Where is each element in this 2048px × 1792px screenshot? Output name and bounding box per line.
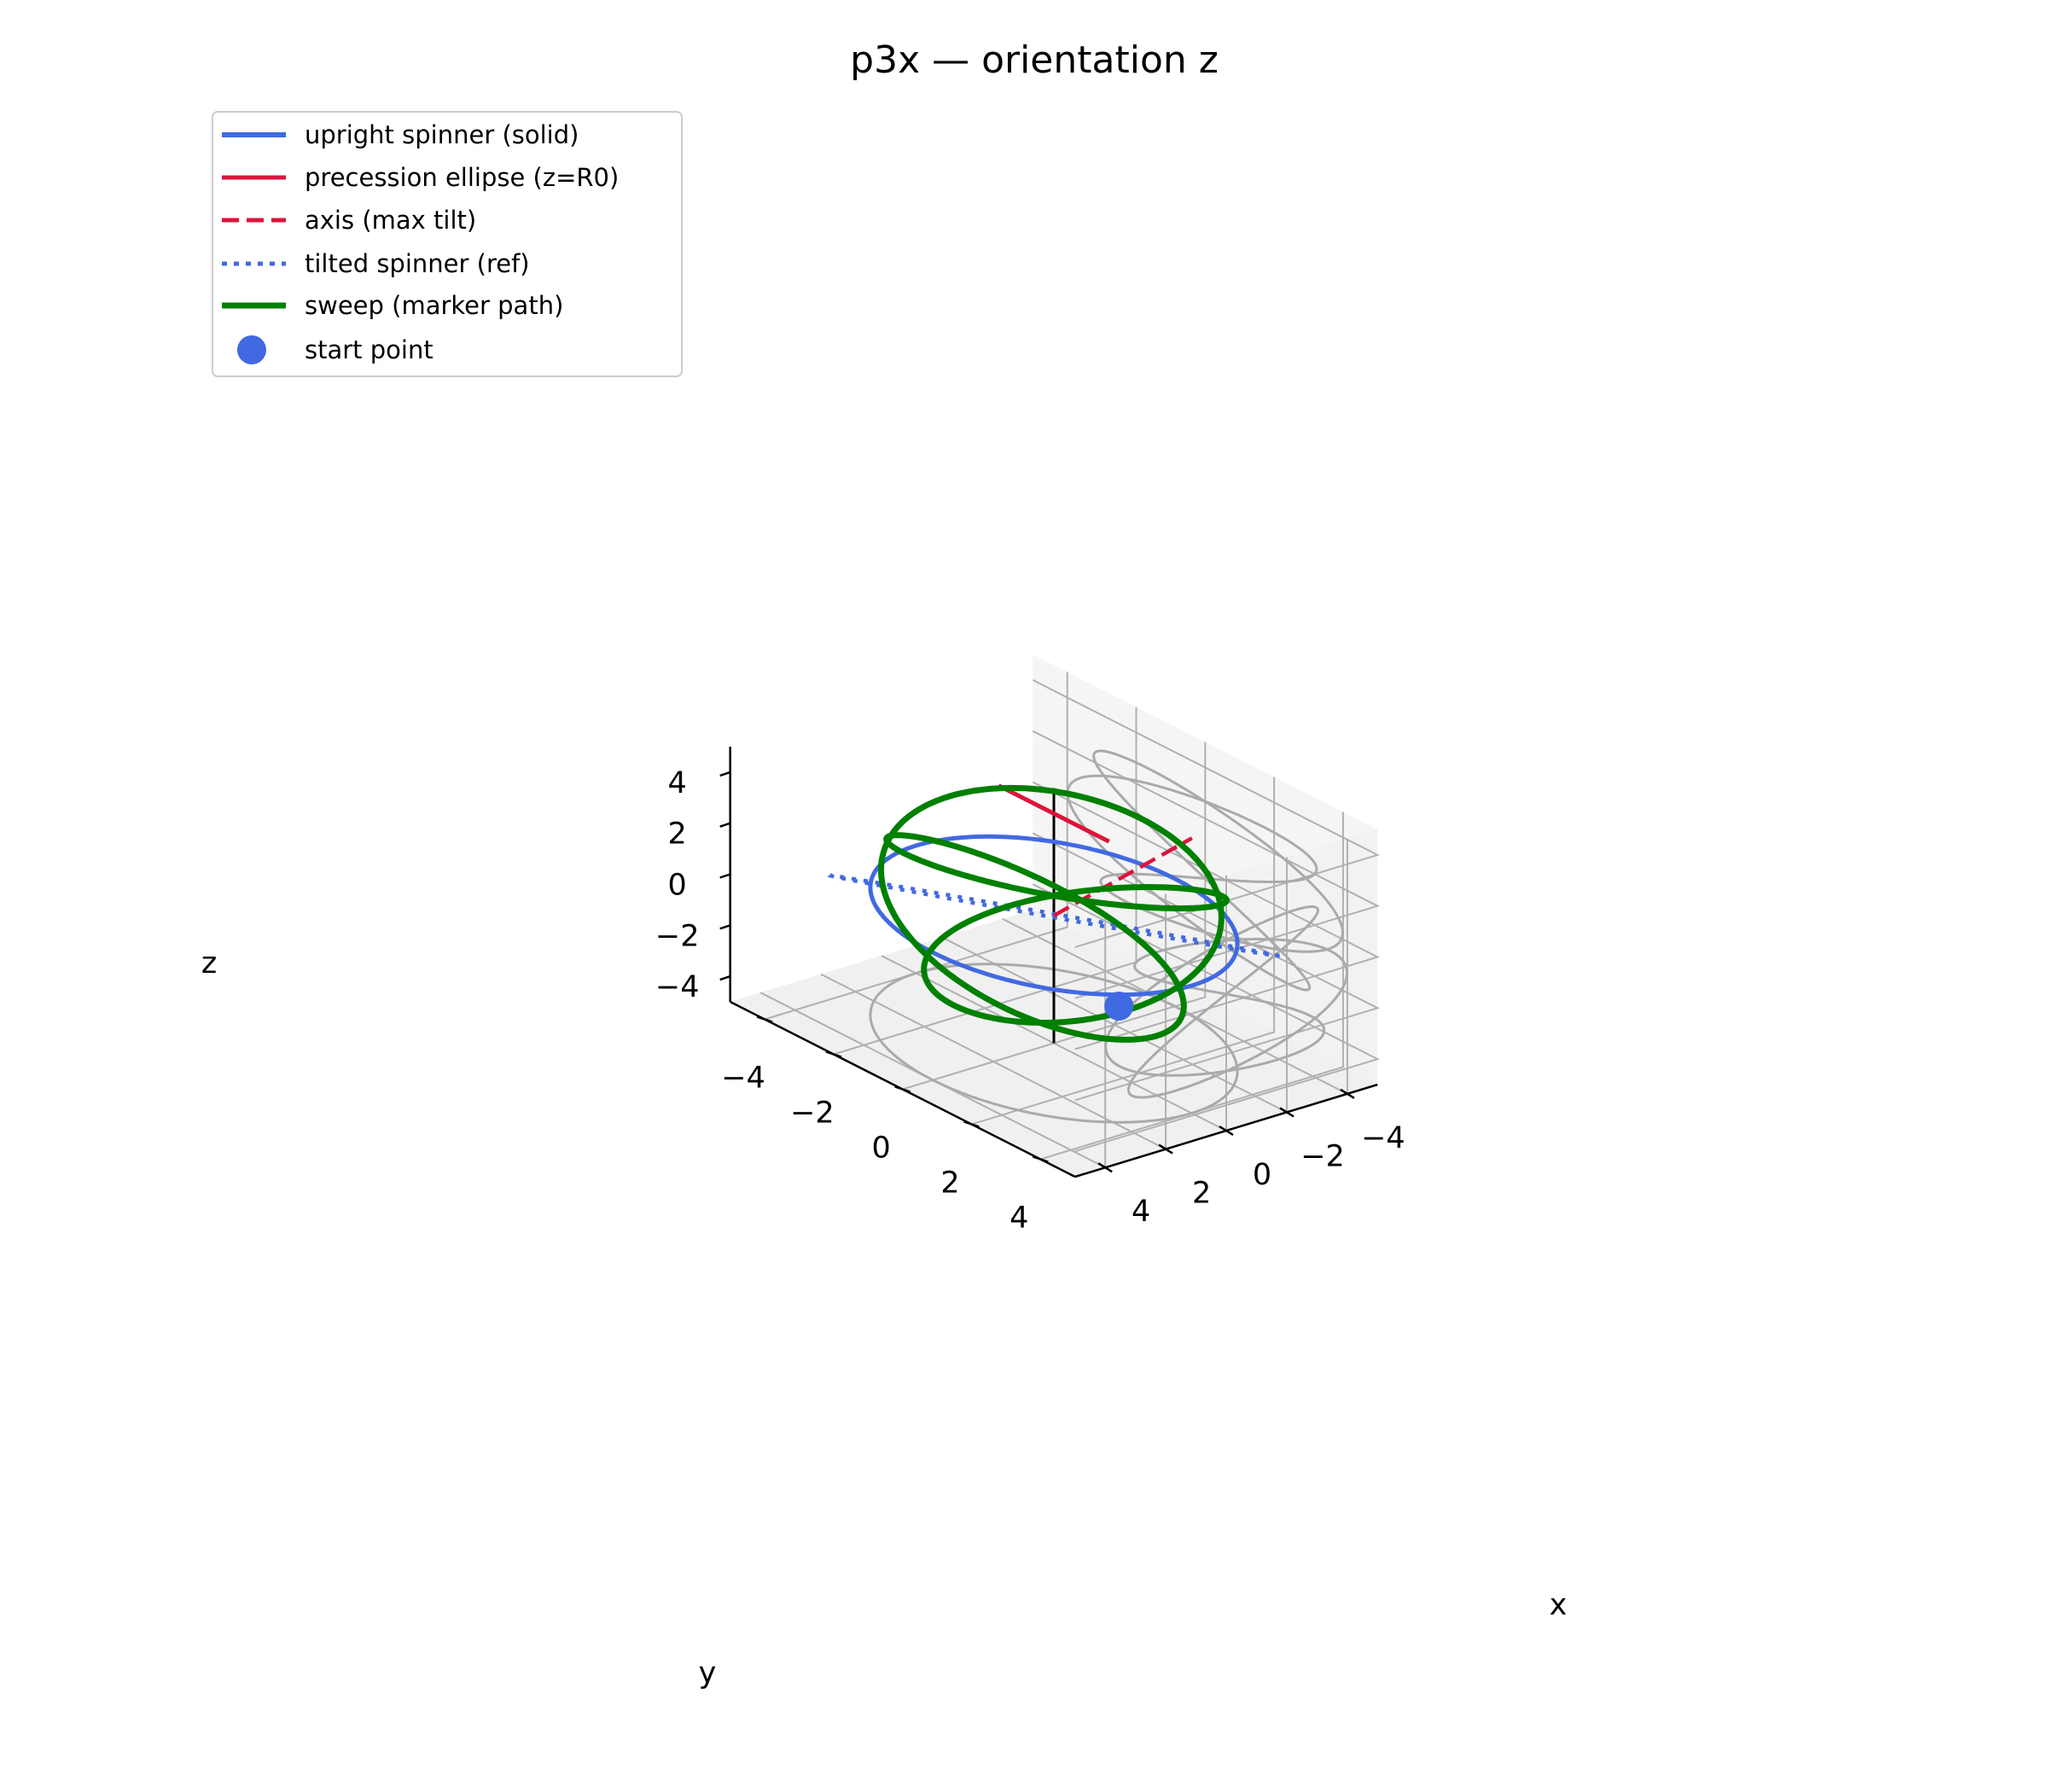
series-tilted-spinner	[828, 873, 1280, 958]
legend-label-ellipse: precession ellipse (z=R0)	[305, 163, 619, 192]
x-tick-0	[1219, 1125, 1234, 1137]
z-tick--2	[719, 924, 731, 930]
y-tick-label-4: 4	[1009, 1201, 1028, 1236]
chart-title: p3x — orientation z	[850, 38, 1219, 82]
z-tick-label-0: 0	[668, 869, 687, 903]
z-tick-2	[719, 822, 731, 828]
x-tick-2	[1158, 1143, 1173, 1155]
z-tick-label-4: 4	[668, 766, 687, 800]
legend-label-tilted: tilted spinner (ref)	[305, 249, 530, 278]
x-tick-4	[1097, 1162, 1113, 1173]
shadow-floor-ellipse	[869, 963, 1239, 1124]
z-axis-label: z	[201, 946, 217, 980]
grid-z-0	[1032, 781, 1380, 1050]
y-axis-label: y	[699, 1656, 717, 1690]
x-tick--2	[1279, 1107, 1295, 1118]
y-tick-label--2: −2	[790, 1097, 835, 1131]
y-tick--4	[756, 1015, 773, 1023]
x-tick-label-0: 0	[1253, 1158, 1271, 1192]
grid-y-4	[1040, 812, 1344, 1161]
grid-z--4	[1032, 883, 1380, 1153]
z-tick-label-2: 2	[668, 817, 687, 852]
series-axis-max-tilt	[1052, 836, 1193, 917]
x-tick-label--2: −2	[1300, 1139, 1345, 1173]
z-tick--4	[719, 975, 731, 981]
y-tick--2	[825, 1050, 842, 1058]
x-tick-label-2: 2	[1192, 1177, 1211, 1211]
grid-z--2	[1032, 832, 1380, 1102]
x-axis-label: x	[1550, 1588, 1568, 1622]
z-tick-label--2: −2	[655, 919, 700, 953]
legend-label-sweep: sweep (marker path)	[305, 291, 563, 320]
y-tick-0	[894, 1085, 911, 1093]
data-series	[828, 783, 1280, 1044]
grid-y-2	[971, 777, 1276, 1126]
legend-label-start: start point	[305, 335, 433, 364]
legend: upright spinner (solid) precession ellip…	[212, 111, 683, 377]
z-tick-0	[719, 873, 731, 879]
series-precession-ellipse	[998, 783, 1110, 844]
y-tick-4	[1032, 1155, 1049, 1163]
y-tick-label--4: −4	[721, 1062, 765, 1096]
grid-y--4	[764, 672, 1068, 1021]
legend-label-upright: upright spinner (solid)	[305, 120, 579, 149]
grid-z-4	[1032, 679, 1380, 948]
axis-ticks: −4 −2 0 2 4 −4 −2 0 2 4 −4 −2 0 2 4	[655, 766, 1405, 1236]
shadow-back-y-sweep	[1104, 905, 1348, 1099]
x-tick-label--4: −4	[1361, 1121, 1405, 1155]
legend-frame	[212, 111, 683, 377]
z-tick-label--4: −4	[655, 970, 700, 1004]
x-tick--4	[1340, 1088, 1355, 1099]
y-tick-label-2: 2	[940, 1167, 959, 1201]
start-point-marker	[1104, 992, 1134, 1021]
y-tick-label-0: 0	[872, 1132, 891, 1166]
grid-z-2	[1032, 730, 1380, 999]
z-tick-4	[719, 771, 731, 777]
legend-label-axis: axis (max tilt)	[305, 206, 476, 235]
grid-y-0	[902, 742, 1207, 1091]
y-tick-2	[963, 1120, 980, 1128]
x-tick-label-4: 4	[1132, 1195, 1150, 1229]
legend-swatch-start	[237, 335, 266, 364]
series-sweep-path	[877, 784, 1231, 1043]
